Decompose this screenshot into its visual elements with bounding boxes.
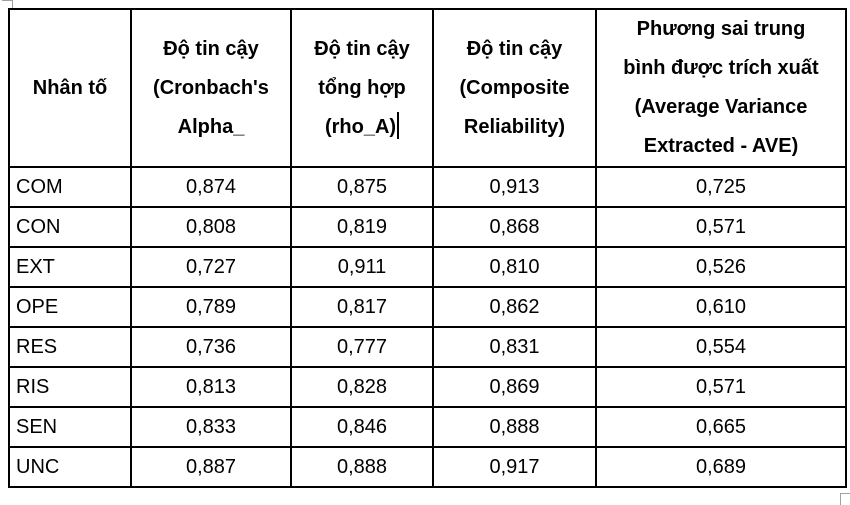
cell-cronbach[interactable]: 0,813 [130,366,292,408]
header-line: Phương sai trung [636,18,806,40]
cell-ave[interactable]: 0,571 [595,206,847,248]
header-line: Độ tin cậy [163,37,259,60]
cell-rho-a[interactable]: 0,777 [290,326,434,368]
cell-rho-a[interactable]: 0,911 [290,246,434,288]
cell-composite[interactable]: 0,862 [432,286,597,328]
header-line-text: (rho_A) [324,115,397,138]
cell-factor[interactable]: SEN [8,406,132,448]
reliability-table: Nhân tố Độ tin cậy (Cronbach's Alpha_ Độ… [8,8,847,488]
header-row: Nhân tố Độ tin cậy (Cronbach's Alpha_ Độ… [8,8,847,168]
cell-composite[interactable]: 0,831 [432,326,597,368]
cell-cronbach[interactable]: 0,808 [130,206,292,248]
text-boundary-mark-top-left [2,0,13,12]
cell-rho-a[interactable]: 0,888 [290,446,434,488]
header-line: (Cronbach's [153,76,269,99]
cell-ave[interactable]: 0,571 [595,366,847,408]
cell-rho-a[interactable]: 0,817 [290,286,434,328]
cell-composite[interactable]: 0,888 [432,406,597,448]
cell-cronbach[interactable]: 0,833 [130,406,292,448]
cell-composite[interactable]: 0,810 [432,246,597,288]
header-line: Extracted - AVE) [643,135,799,157]
cell-factor[interactable]: CON [8,206,132,248]
header-line: Reliability) [463,115,566,138]
cell-ave[interactable]: 0,725 [595,166,847,208]
cell-factor[interactable]: EXT [8,246,132,288]
cell-ave[interactable]: 0,554 [595,326,847,368]
cell-rho-a[interactable]: 0,828 [290,366,434,408]
header-line: Độ tin cậy [466,37,563,60]
header-line: Alpha_ [177,115,245,138]
column-header-ave[interactable]: Phương sai trung bình được trích xuất (A… [595,8,847,168]
text-boundary-mark-bottom-right [840,493,850,505]
cell-ave[interactable]: 0,665 [595,406,847,448]
cell-factor[interactable]: RIS [8,366,132,408]
cell-ave[interactable]: 0,526 [595,246,847,288]
header-line: Độ tin cậy [314,37,410,60]
cell-factor[interactable]: OPE [8,286,132,328]
table-row: RES 0,736 0,777 0,831 0,554 [8,326,847,368]
cell-composite[interactable]: 0,917 [432,446,597,488]
column-header-composite-reliability[interactable]: Độ tin cậy (Composite Reliability) [432,8,597,168]
header-line: (Composite [459,76,570,99]
cell-cronbach[interactable]: 0,789 [130,286,292,328]
table-row: COM 0,874 0,875 0,913 0,725 [8,166,847,208]
header-line: (Average Variance [634,96,808,118]
cell-composite[interactable]: 0,913 [432,166,597,208]
column-header-rho-a[interactable]: Độ tin cậy tổng hợp (rho_A) [290,8,434,168]
table-row: EXT 0,727 0,911 0,810 0,526 [8,246,847,288]
cell-factor[interactable]: COM [8,166,132,208]
header-line: bình được trích xuất [623,57,819,79]
cell-cronbach[interactable]: 0,874 [130,166,292,208]
column-header-factor[interactable]: Nhân tố [8,8,132,168]
table-row: RIS 0,813 0,828 0,869 0,571 [8,366,847,408]
header-line: Nhân tố [32,76,108,99]
cell-ave[interactable]: 0,689 [595,446,847,488]
table-body: COM 0,874 0,875 0,913 0,725 CON 0,808 0,… [8,166,847,488]
table-row: UNC 0,887 0,888 0,917 0,689 [8,446,847,488]
cell-rho-a[interactable]: 0,875 [290,166,434,208]
cell-cronbach[interactable]: 0,736 [130,326,292,368]
table-row: CON 0,808 0,819 0,868 0,571 [8,206,847,248]
table-header: Nhân tố Độ tin cậy (Cronbach's Alpha_ Độ… [8,8,847,168]
header-line: (rho_A) [293,108,431,147]
text-cursor [397,111,400,139]
cell-rho-a[interactable]: 0,819 [290,206,434,248]
column-header-cronbach-alpha[interactable]: Độ tin cậy (Cronbach's Alpha_ [130,8,292,168]
cell-composite[interactable]: 0,869 [432,366,597,408]
table-row: SEN 0,833 0,846 0,888 0,665 [8,406,847,448]
cell-rho-a[interactable]: 0,846 [290,406,434,448]
cell-factor[interactable]: RES [8,326,132,368]
table-row: OPE 0,789 0,817 0,862 0,610 [8,286,847,328]
cell-factor[interactable]: UNC [8,446,132,488]
cell-cronbach[interactable]: 0,887 [130,446,292,488]
cell-composite[interactable]: 0,868 [432,206,597,248]
cell-ave[interactable]: 0,610 [595,286,847,328]
header-line: tổng hợp [318,76,406,99]
cell-cronbach[interactable]: 0,727 [130,246,292,288]
